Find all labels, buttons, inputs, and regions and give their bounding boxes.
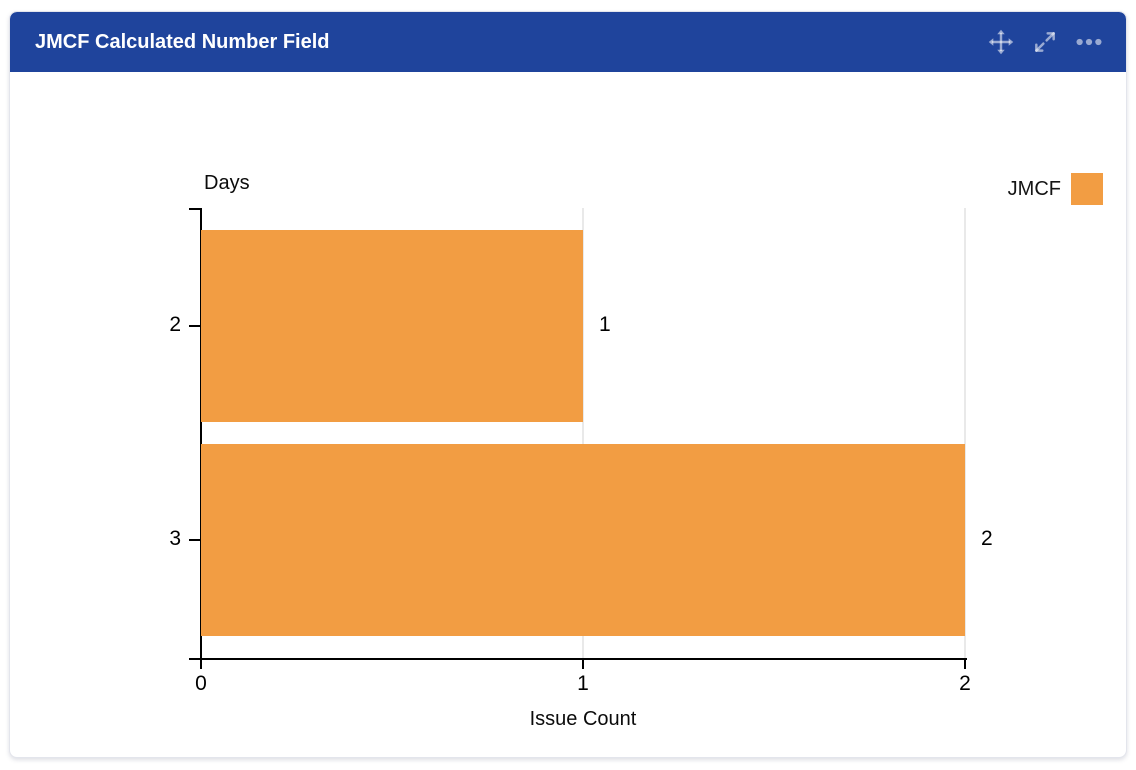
x-axis-title: Issue Count: [529, 708, 637, 730]
x-tick-label: 0: [195, 672, 207, 695]
bar[interactable]: [201, 230, 583, 422]
gridline: [582, 208, 584, 658]
x-axis-line: [189, 658, 967, 660]
gadget-header-actions: [986, 27, 1104, 57]
bar[interactable]: [201, 444, 965, 636]
y-tick-label: 2: [169, 313, 181, 336]
gadget-title: JMCF Calculated Number Field: [35, 30, 330, 53]
gadget-card: JMCF Calculated Number Field: [9, 11, 1127, 758]
legend-swatch: [1071, 173, 1103, 205]
y-tick-mark: [189, 325, 201, 327]
y-tick-mark: [189, 539, 201, 541]
y-axis-line: [200, 208, 202, 660]
x-tick-label: 2: [959, 672, 971, 695]
expand-icon[interactable]: [1030, 27, 1060, 57]
x-tick-mark: [582, 658, 584, 669]
legend-series-label: JMCF: [1007, 177, 1061, 200]
gadget-header: JMCF Calculated Number Field: [10, 12, 1126, 72]
gridline: [964, 208, 966, 658]
more-options-icon[interactable]: [1074, 27, 1104, 57]
x-tick-mark: [964, 658, 966, 669]
x-tick-label: 1: [577, 672, 589, 695]
chart-legend: JMCF: [1008, 173, 1103, 205]
bar-value-label: 2: [981, 527, 993, 550]
y-axis-title: Days: [204, 172, 250, 194]
y-axis-top-tick: [189, 208, 201, 210]
y-tick-label: 3: [169, 527, 181, 550]
move-icon[interactable]: [986, 27, 1016, 57]
x-tick-mark: [200, 658, 202, 669]
bar-value-label: 1: [599, 313, 611, 336]
